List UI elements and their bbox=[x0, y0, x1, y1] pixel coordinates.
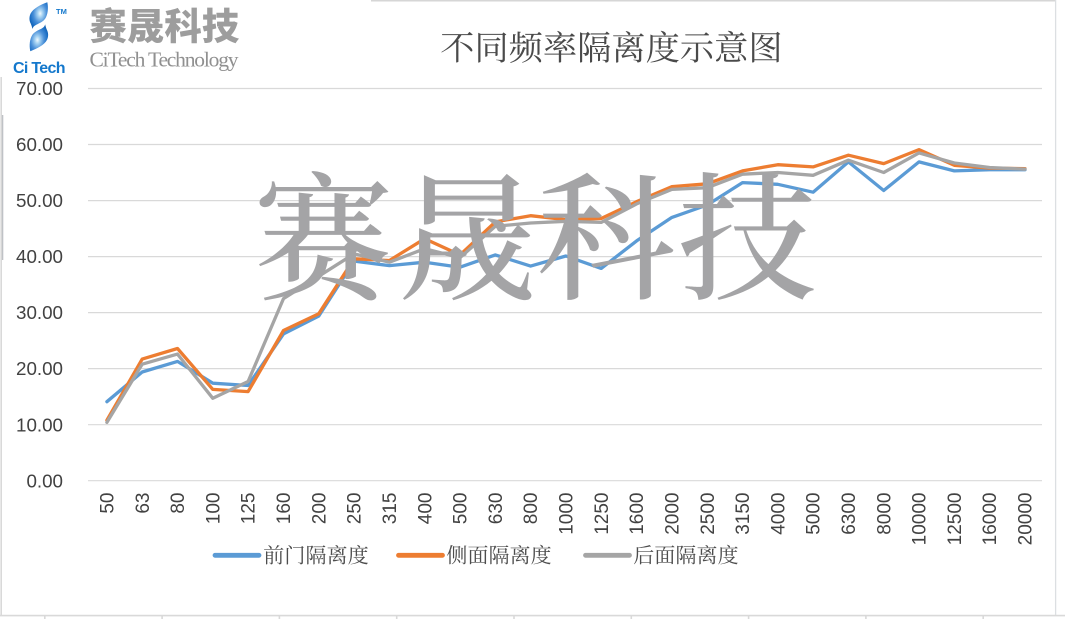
svg-text:8000: 8000 bbox=[874, 493, 895, 535]
svg-text:6300: 6300 bbox=[839, 493, 860, 535]
svg-text:1000: 1000 bbox=[557, 493, 578, 535]
svg-text:63: 63 bbox=[133, 493, 154, 514]
svg-text:20.00: 20.00 bbox=[16, 358, 63, 379]
svg-text:CiTech Technology: CiTech Technology bbox=[90, 48, 239, 72]
svg-text:2500: 2500 bbox=[698, 493, 719, 535]
svg-text:50: 50 bbox=[98, 493, 119, 514]
svg-text:10.00: 10.00 bbox=[16, 414, 63, 435]
svg-text:630: 630 bbox=[486, 493, 507, 525]
svg-text:3150: 3150 bbox=[733, 493, 754, 535]
svg-text:Ci Tech: Ci Tech bbox=[13, 60, 66, 77]
svg-text:315: 315 bbox=[380, 493, 401, 525]
svg-text:100: 100 bbox=[203, 493, 224, 525]
svg-text:12500: 12500 bbox=[945, 493, 966, 546]
svg-text:400: 400 bbox=[415, 493, 436, 525]
svg-text:200: 200 bbox=[309, 493, 330, 525]
svg-text:5000: 5000 bbox=[804, 493, 825, 535]
svg-text:125: 125 bbox=[239, 493, 260, 525]
svg-text:16000: 16000 bbox=[980, 493, 1001, 546]
svg-text:4000: 4000 bbox=[768, 493, 789, 535]
svg-text:50.00: 50.00 bbox=[16, 190, 63, 211]
svg-text:2000: 2000 bbox=[663, 493, 684, 535]
svg-text:80: 80 bbox=[168, 493, 189, 514]
svg-text:30.00: 30.00 bbox=[16, 302, 63, 323]
svg-text:70.00: 70.00 bbox=[16, 78, 63, 99]
svg-text:1600: 1600 bbox=[627, 493, 648, 535]
svg-text:1250: 1250 bbox=[592, 493, 613, 535]
svg-text:TM: TM bbox=[56, 7, 67, 16]
svg-text:800: 800 bbox=[521, 493, 542, 525]
svg-text:10000: 10000 bbox=[910, 493, 931, 546]
svg-text:0.00: 0.00 bbox=[26, 470, 63, 491]
svg-text:500: 500 bbox=[451, 493, 472, 525]
svg-text:20000: 20000 bbox=[1016, 493, 1037, 546]
svg-text:250: 250 bbox=[345, 493, 366, 525]
svg-text:60.00: 60.00 bbox=[16, 134, 63, 155]
svg-text:160: 160 bbox=[274, 493, 295, 525]
svg-text:40.00: 40.00 bbox=[16, 246, 63, 267]
